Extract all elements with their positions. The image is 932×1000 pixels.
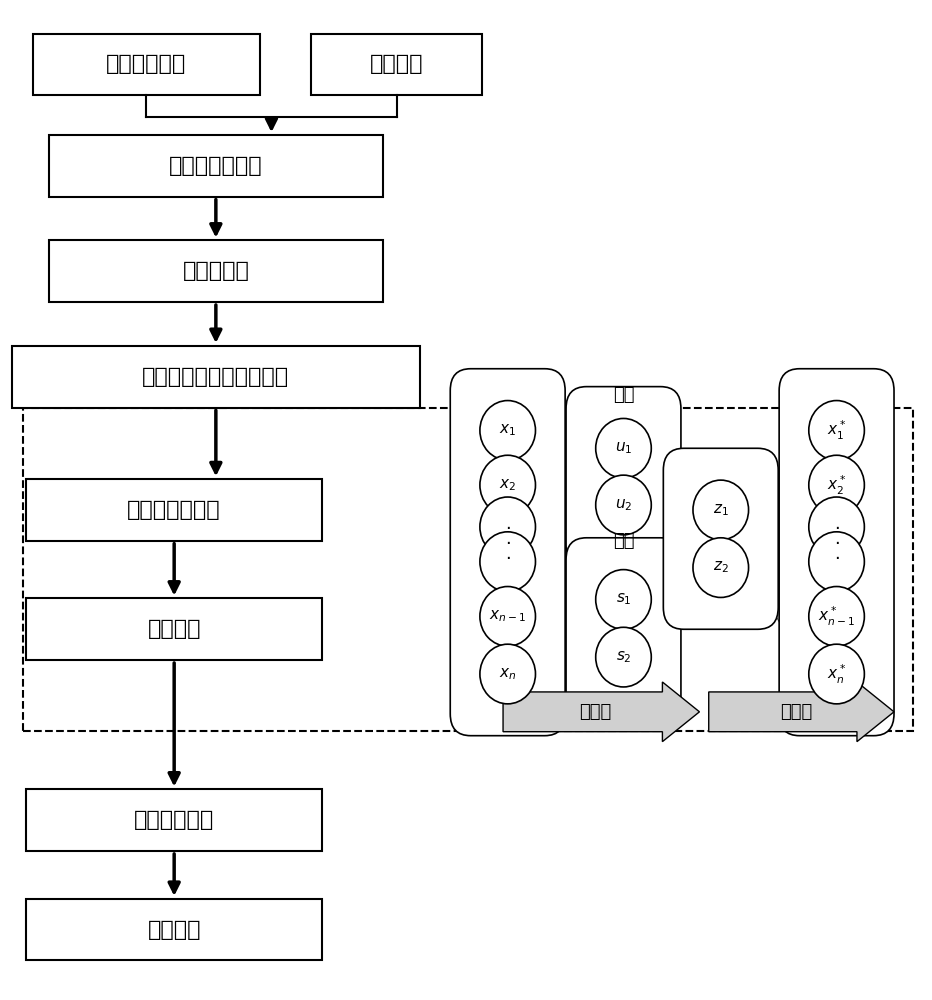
Circle shape xyxy=(693,538,748,597)
Text: $z_2$: $z_2$ xyxy=(713,560,729,575)
Text: 异常检测阈值: 异常检测阈值 xyxy=(134,810,214,830)
Circle shape xyxy=(596,418,651,478)
Circle shape xyxy=(809,644,864,704)
Text: 频段能量百分比特征序列: 频段能量百分比特征序列 xyxy=(143,367,290,387)
Bar xyxy=(49,240,383,302)
Text: $x_1$: $x_1$ xyxy=(500,423,516,438)
Text: $x^*_1$: $x^*_1$ xyxy=(827,419,846,442)
FancyBboxPatch shape xyxy=(566,387,681,567)
Text: 变分自编码网络: 变分自编码网络 xyxy=(128,500,221,520)
Text: 小波包变换: 小波包变换 xyxy=(183,261,249,281)
Text: $s_1$: $s_1$ xyxy=(616,592,631,607)
Bar xyxy=(310,34,482,95)
Text: ·
·
·: · · · xyxy=(834,520,840,568)
Text: 异常检测: 异常检测 xyxy=(147,920,201,940)
Circle shape xyxy=(480,497,536,557)
Bar xyxy=(49,135,383,197)
Bar xyxy=(26,598,322,660)
FancyArrow shape xyxy=(503,682,699,742)
Text: 均值: 均值 xyxy=(612,386,635,404)
Circle shape xyxy=(693,480,748,540)
Text: $x_n$: $x_n$ xyxy=(499,666,516,682)
Bar xyxy=(26,899,322,960)
Circle shape xyxy=(480,587,536,646)
FancyBboxPatch shape xyxy=(566,538,681,719)
Text: ·
·
·: · · · xyxy=(505,520,511,568)
Text: 角域整周期信号: 角域整周期信号 xyxy=(169,156,263,176)
Text: $u_2$: $u_2$ xyxy=(615,497,632,513)
FancyArrow shape xyxy=(708,682,894,742)
Text: $x_{n-1}$: $x_{n-1}$ xyxy=(489,608,527,624)
Text: 方差: 方差 xyxy=(612,532,635,550)
Text: 模型训练: 模型训练 xyxy=(147,619,201,639)
FancyBboxPatch shape xyxy=(450,369,565,736)
Circle shape xyxy=(596,570,651,629)
FancyBboxPatch shape xyxy=(779,369,894,736)
Text: $x^*_n$: $x^*_n$ xyxy=(827,662,846,686)
Text: $u_1$: $u_1$ xyxy=(615,440,632,456)
Circle shape xyxy=(809,497,864,557)
Text: 键相信号: 键相信号 xyxy=(370,54,423,74)
Circle shape xyxy=(809,455,864,515)
Bar xyxy=(26,789,322,851)
Bar xyxy=(33,34,260,95)
Circle shape xyxy=(596,627,651,687)
Text: 解码器: 解码器 xyxy=(780,703,812,721)
Text: $x^*_2$: $x^*_2$ xyxy=(827,473,846,497)
Text: $x^*_{n-1}$: $x^*_{n-1}$ xyxy=(818,605,855,628)
Bar xyxy=(12,346,419,408)
Circle shape xyxy=(480,455,536,515)
Text: 编码器: 编码器 xyxy=(580,703,611,721)
Text: 缸盖振动信号: 缸盖振动信号 xyxy=(106,54,186,74)
Circle shape xyxy=(480,644,536,704)
Text: $x_2$: $x_2$ xyxy=(500,477,516,493)
Text: $z_1$: $z_1$ xyxy=(713,502,729,518)
Circle shape xyxy=(480,401,536,460)
Bar xyxy=(26,479,322,541)
Circle shape xyxy=(809,587,864,646)
Text: $s_2$: $s_2$ xyxy=(616,649,631,665)
Circle shape xyxy=(809,532,864,591)
Circle shape xyxy=(809,401,864,460)
Circle shape xyxy=(596,475,651,535)
Bar xyxy=(23,408,912,731)
FancyBboxPatch shape xyxy=(664,448,778,629)
Circle shape xyxy=(480,532,536,591)
